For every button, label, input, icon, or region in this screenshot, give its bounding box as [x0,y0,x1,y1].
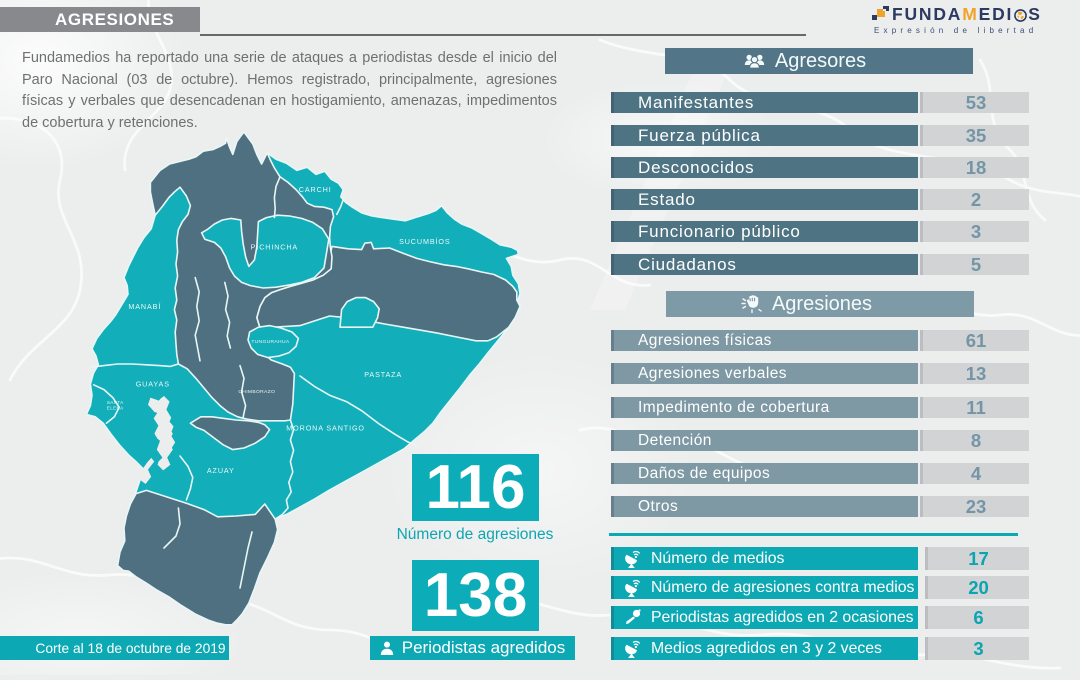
svg-text:SUCUMBÍOS: SUCUMBÍOS [399,237,450,246]
svg-text:ELENA: ELENA [107,406,124,411]
svg-text:CARCHI: CARCHI [299,185,332,194]
svg-text:MANABÍ: MANABÍ [128,302,161,311]
svg-text:CHIMBORAZO: CHIMBORAZO [238,389,275,395]
svg-text:TUNGURAHUA: TUNGURAHUA [251,339,290,345]
svg-text:PASTAZA: PASTAZA [364,370,402,379]
svg-text:PICHINCHA: PICHINCHA [251,243,298,252]
svg-text:SANTA: SANTA [107,400,124,405]
svg-text:MORONA SANTIGO: MORONA SANTIGO [286,423,365,432]
svg-text:AZUAY: AZUAY [207,466,235,475]
svg-text:GUAYAS: GUAYAS [136,379,170,388]
